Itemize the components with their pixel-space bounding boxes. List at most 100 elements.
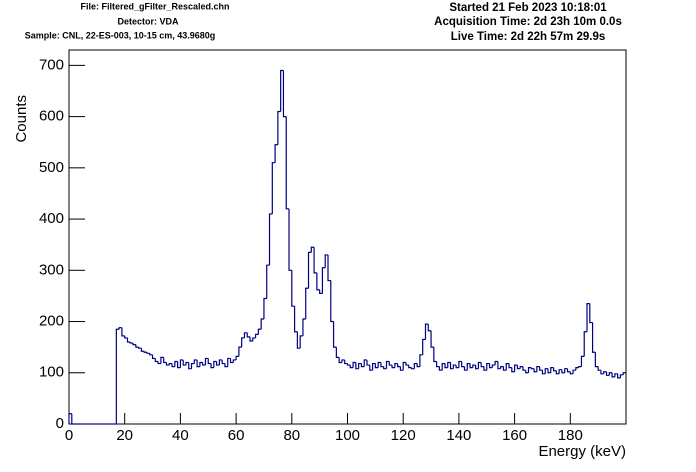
histogram-step xyxy=(168,362,173,366)
histogram-step xyxy=(171,363,175,368)
histogram-step xyxy=(118,327,122,330)
histogram-step xyxy=(151,354,156,360)
x-tick-label: 0 xyxy=(65,427,73,444)
histogram-step xyxy=(224,363,228,368)
histogram-step xyxy=(190,362,195,369)
histogram-step xyxy=(274,144,278,163)
histogram-step xyxy=(202,362,206,366)
histogram-step xyxy=(514,364,518,372)
histogram-step xyxy=(480,362,484,368)
histogram-step xyxy=(586,303,590,332)
histogram-step xyxy=(447,361,451,368)
histogram-step xyxy=(497,361,501,370)
histogram-step xyxy=(430,330,434,348)
histogram-step xyxy=(558,369,562,374)
histogram-step xyxy=(249,336,253,342)
histogram-step xyxy=(68,413,72,424)
histogram-step xyxy=(327,254,331,282)
histogram-step xyxy=(522,366,526,371)
histogram-step xyxy=(603,371,607,374)
detector-label: Detector: VDA xyxy=(117,16,179,26)
histogram-step xyxy=(436,361,440,368)
histogram-step xyxy=(394,362,398,368)
histogram-step xyxy=(380,362,384,368)
histogram-step xyxy=(402,361,406,371)
histogram-step xyxy=(341,359,345,363)
histogram-step xyxy=(502,366,507,371)
histogram-step xyxy=(511,367,515,373)
histogram-step xyxy=(227,357,231,367)
histogram-step xyxy=(266,264,270,299)
histogram-step xyxy=(516,365,521,370)
histogram-step xyxy=(622,372,626,375)
histogram-step xyxy=(619,374,624,378)
histogram-step xyxy=(569,371,574,375)
histogram-step xyxy=(352,361,356,368)
histogram-step xyxy=(335,347,340,358)
histogram-step xyxy=(461,361,465,368)
histogram-step xyxy=(544,368,549,374)
histogram-step xyxy=(371,362,376,371)
histogram-step xyxy=(271,162,276,214)
histogram-step xyxy=(408,365,412,369)
histogram-step xyxy=(330,280,334,323)
y-axis-label: Counts xyxy=(13,95,30,143)
histogram-step xyxy=(193,359,198,364)
histogram-step xyxy=(564,368,568,373)
histogram-step xyxy=(344,359,348,365)
histogram-step xyxy=(126,337,131,343)
histogram-step xyxy=(138,347,142,349)
histogram-step xyxy=(555,370,560,375)
histogram-step xyxy=(458,360,462,368)
histogram-step xyxy=(185,361,189,366)
histogram-step xyxy=(413,362,418,369)
histogram-step xyxy=(319,289,323,294)
histogram-step xyxy=(605,371,610,376)
y-tick-label: 400 xyxy=(39,210,64,227)
histogram-step xyxy=(600,370,604,375)
histogram-step xyxy=(277,110,281,145)
histogram-step xyxy=(146,352,150,354)
x-tick-label: 20 xyxy=(116,427,133,444)
histogram-step xyxy=(299,335,303,349)
histogram-step xyxy=(246,332,251,338)
histogram-step xyxy=(293,306,298,333)
histogram-step xyxy=(536,366,540,372)
histogram-step xyxy=(508,363,512,369)
histogram-step xyxy=(235,355,239,360)
histogram-step xyxy=(433,347,437,363)
histogram-step xyxy=(296,331,301,349)
histogram-step xyxy=(338,357,342,364)
x-tick-label: 60 xyxy=(228,427,245,444)
histogram-step xyxy=(132,343,136,346)
histogram-step xyxy=(177,361,181,369)
histogram-step xyxy=(135,344,139,348)
histogram-step xyxy=(129,342,134,344)
start-label: Started 21 Feb 2023 10:18:01 xyxy=(449,2,607,14)
histogram-step xyxy=(575,367,579,371)
histogram-step xyxy=(463,366,468,371)
histogram-step xyxy=(263,297,267,319)
histogram-step xyxy=(241,337,245,348)
x-tick-label: 80 xyxy=(283,427,300,444)
histogram-step xyxy=(449,362,454,370)
histogram-step xyxy=(410,367,415,370)
histogram-step xyxy=(363,359,367,367)
y-tick-label: 700 xyxy=(39,56,64,73)
histogram-step xyxy=(199,361,203,367)
histogram-step xyxy=(541,370,546,375)
histogram-step xyxy=(466,362,471,371)
histogram-step xyxy=(580,355,585,367)
histogram-step xyxy=(475,365,479,370)
histogram-step xyxy=(455,365,459,369)
y-tick-label: 0 xyxy=(56,415,64,432)
histogram-step xyxy=(452,364,457,369)
histogram-step xyxy=(346,363,351,366)
histogram-step xyxy=(539,366,543,371)
histogram-step xyxy=(589,303,593,324)
histogram-step xyxy=(218,359,223,366)
histogram-step xyxy=(154,358,159,363)
histogram-step xyxy=(302,318,306,336)
histogram-step xyxy=(307,251,312,289)
